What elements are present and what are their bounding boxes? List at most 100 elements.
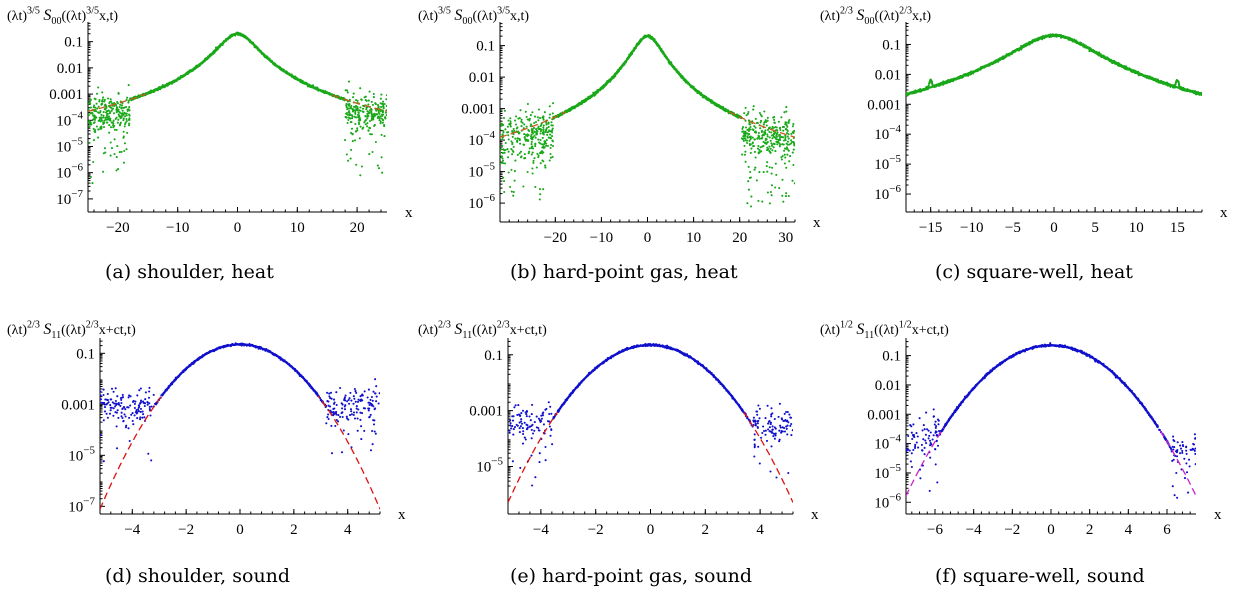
data-point: [784, 195, 788, 198]
data-point: [781, 178, 784, 181]
data-point: [93, 121, 96, 124]
data-point: [779, 143, 782, 146]
data-point: [743, 112, 746, 115]
data-point: [349, 121, 352, 124]
data-point: [117, 118, 120, 121]
data-point: [500, 128, 502, 131]
data-point: [99, 109, 102, 113]
data-point: [549, 156, 552, 159]
data-point: [120, 104, 124, 107]
data-point: [766, 128, 770, 131]
data-point: [503, 109, 506, 112]
data-point: [768, 130, 771, 133]
data-point: [536, 152, 539, 155]
data-point: [523, 123, 526, 126]
data-point: [510, 168, 513, 171]
data-point: [743, 153, 746, 156]
data-point: [500, 124, 503, 127]
data-point: [509, 120, 512, 123]
data-point: [793, 129, 795, 132]
data-point: [532, 161, 535, 164]
data-point: [539, 151, 542, 154]
data-point: [530, 143, 533, 146]
data-point: [772, 146, 775, 149]
data-point: [744, 131, 747, 134]
data-point: [757, 144, 760, 148]
data-point: [792, 123, 795, 126]
data-point: [537, 154, 540, 157]
data-point: [363, 96, 366, 99]
data-point: [376, 113, 379, 116]
data-point: [518, 137, 521, 141]
data-point: [370, 133, 373, 136]
data-point: [345, 104, 348, 107]
y-tick-label: 10−4: [874, 123, 901, 143]
data-point: [536, 116, 539, 119]
data-point: [532, 159, 535, 162]
data-point: [550, 143, 553, 147]
data-point: [355, 163, 358, 166]
x-axis-label: x: [813, 215, 821, 231]
data-point: [116, 145, 119, 148]
data-point: [345, 153, 348, 156]
data-point: [531, 147, 535, 150]
data-point: [517, 132, 520, 135]
data-point: [364, 99, 367, 102]
data-point: [741, 153, 744, 156]
data-point: [765, 120, 768, 124]
data-point: [754, 156, 757, 159]
data-point: [92, 139, 96, 142]
data-point: [383, 102, 386, 106]
data-point: [551, 144, 555, 148]
data-point: [542, 126, 545, 129]
data-point: [757, 131, 760, 135]
data-point: [763, 130, 766, 134]
data-point: [347, 159, 350, 162]
data-point: [504, 128, 507, 131]
data-point: [793, 182, 795, 185]
data-point: [361, 107, 365, 110]
data-point: [351, 110, 355, 113]
data-point: [367, 129, 370, 132]
data-point: [770, 172, 773, 175]
data-point: [529, 123, 533, 126]
data-point: [382, 113, 385, 116]
data-point: [352, 92, 355, 95]
data-point: [385, 114, 387, 117]
data-point: [117, 168, 120, 171]
data-point: [350, 117, 354, 120]
data-point: [500, 122, 503, 125]
data-point: [514, 123, 518, 126]
x-axis-label: x: [1220, 205, 1228, 221]
data-point: [109, 111, 112, 114]
data-point: [784, 156, 787, 159]
data-point: [519, 142, 522, 145]
data-point: [380, 106, 383, 109]
data-point: [523, 133, 526, 136]
data-point: [509, 185, 512, 189]
data-point: [766, 133, 769, 136]
data-point: [110, 109, 113, 112]
data-point: [771, 125, 774, 128]
data-point: [545, 123, 548, 126]
data-point: [773, 121, 776, 124]
data-point: [747, 188, 750, 191]
data-point: [368, 153, 371, 156]
data-point: [380, 117, 383, 120]
data-point: [754, 117, 757, 120]
data-point: [525, 125, 528, 128]
data-point: [349, 117, 352, 120]
data-point: [785, 192, 788, 195]
data-point: [749, 125, 752, 129]
data-point: [113, 138, 116, 141]
data-point: [742, 139, 745, 142]
data-point: [507, 131, 510, 134]
data-point: [125, 105, 128, 109]
data-point: [358, 137, 361, 140]
data-point: [542, 188, 545, 191]
data-point: [120, 150, 123, 153]
data-point: [770, 144, 774, 147]
data-point: [785, 166, 788, 169]
data-point: [756, 137, 759, 140]
data-point: [784, 137, 787, 141]
